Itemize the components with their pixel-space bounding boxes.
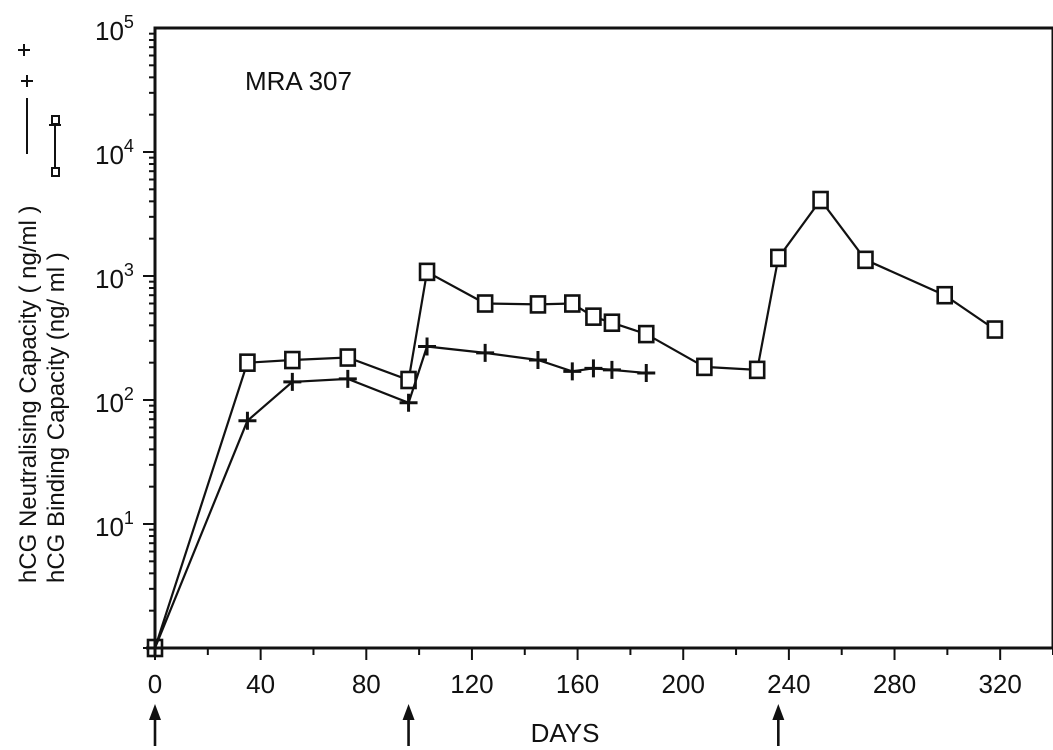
axis-ticks: 0 40 80 120 160 200 240 280 320 105 104 103 102 101 [95, 12, 1053, 699]
data-point-plus [146, 639, 164, 657]
data-point-square [696, 357, 713, 377]
y-tick-label: 104 [95, 136, 134, 170]
x-tick-label: 120 [450, 669, 493, 699]
series-binding [146, 190, 1004, 658]
data-point-square [418, 262, 436, 282]
injection-arrowhead [149, 704, 161, 720]
data-point-square [770, 248, 787, 268]
data-point-plus [563, 362, 582, 381]
y-tick-label: 102 [95, 384, 134, 418]
x-tick-label: 200 [662, 669, 705, 699]
y-tick-label: 101 [95, 508, 134, 542]
data-point-plus [476, 343, 495, 362]
data-point-square [284, 350, 301, 370]
injection-arrows [149, 704, 785, 746]
plot-frame [153, 26, 1053, 650]
data-point-plus [338, 369, 357, 388]
data-point-square [603, 313, 621, 333]
chart-annotation: MRA 307 [245, 66, 352, 96]
data-point-plus [528, 351, 547, 370]
data-point-square [857, 250, 874, 270]
series-layer [146, 190, 1004, 658]
injection-arrowhead [772, 704, 785, 720]
data-point-square [748, 360, 766, 380]
x-tick-label: 160 [556, 669, 599, 699]
series-line [153, 270, 758, 649]
x-tick-label: 80 [352, 669, 381, 699]
data-point-plus [584, 359, 603, 378]
legend-neutralising-symbol [18, 44, 33, 154]
x-tick-label: 280 [873, 669, 916, 699]
data-point-plus [418, 337, 437, 356]
injection-arrowhead [402, 704, 415, 720]
data-point-plus [238, 411, 257, 430]
data-point-square [812, 190, 829, 210]
data-point-plus [637, 364, 656, 383]
data-point-plus [399, 393, 418, 412]
x-tick-label: 240 [767, 669, 810, 699]
data-point-square [564, 294, 581, 313]
x-tick-label: 0 [148, 669, 162, 699]
plot-axes [153, 26, 1053, 650]
data-point-square [339, 348, 357, 367]
data-point-plus [602, 360, 621, 379]
y-axis-labels: hCG Neutralising Capacity ( ng/ml ) hCG … [15, 44, 70, 583]
y-tick-label: 105 [95, 12, 134, 46]
y-axis-label-neutralising: hCG Neutralising Capacity ( ng/ml ) [15, 206, 42, 583]
data-point-square [476, 294, 494, 313]
data-point-square [239, 353, 256, 372]
series-line [756, 198, 996, 371]
data-point-square [637, 324, 655, 344]
data-point-square [936, 285, 954, 305]
x-axis-label: DAYS [531, 718, 600, 748]
series-neutralising [146, 337, 656, 657]
data-point-square [986, 320, 1004, 339]
y-axis-label-binding: hCG Binding Capacity (ng/ ml ) [43, 252, 70, 583]
series-line [153, 345, 647, 649]
data-point-square [585, 307, 602, 326]
legend-binding-symbol [49, 115, 61, 177]
data-point-plus [283, 372, 302, 391]
x-tick-label: 40 [246, 669, 275, 699]
data-point-square [529, 295, 547, 314]
y-tick-label: 103 [95, 260, 134, 294]
x-tick-label: 320 [978, 669, 1021, 699]
